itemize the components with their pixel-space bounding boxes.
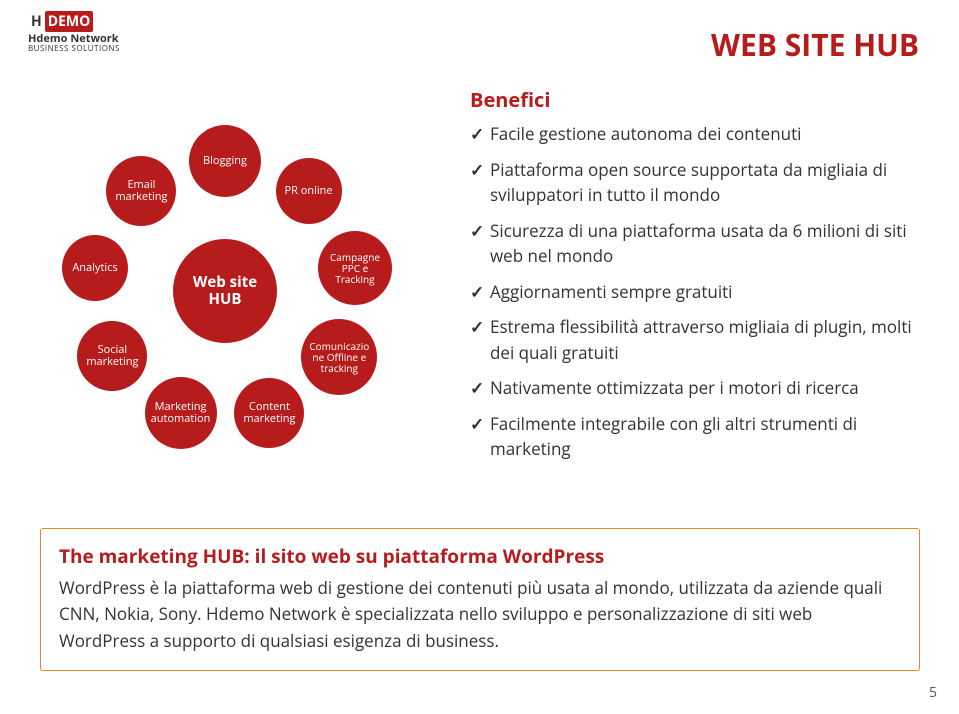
benefits-list: Facile gestione autonoma dei contenuti Pi… — [470, 121, 920, 462]
logo-prefix: H — [28, 11, 45, 32]
logo-line3: BUSINESS SOLUTIONS — [28, 45, 120, 54]
benefit-item: Estrema flessibilità attraverso migliaia… — [470, 314, 920, 365]
hub-center: Web siteHUB — [173, 239, 277, 343]
satellite-node: Marketingautomation — [145, 377, 217, 449]
benefits-section: Benefici Facile gestione autonoma dei co… — [470, 86, 920, 472]
satellite-node: Blogging — [189, 125, 261, 197]
logo-box: DEMO — [45, 11, 94, 32]
callout-body: WordPress è la piattaforma web di gestio… — [59, 575, 901, 654]
logo: HDEMO Hdemo Network BUSINESS SOLUTIONS — [28, 14, 120, 54]
satellite-node: Emailmarketing — [106, 156, 176, 226]
satellite-node: Socialmarketing — [77, 321, 147, 391]
page-title: WEB SITE HUB — [711, 24, 919, 65]
benefit-item: Sicurezza di una piattaforma usata da 6 … — [470, 218, 920, 269]
logo-line1: HDEMO — [28, 14, 120, 29]
callout-heading: The marketing HUB: il sito web su piatta… — [59, 543, 901, 569]
benefits-heading: Benefici — [470, 86, 920, 113]
satellite-node: CampagnePPC eTracking — [318, 231, 392, 305]
benefit-item: Facilmente integrabile con gli altri str… — [470, 411, 920, 462]
benefit-item: Aggiornamenti sempre gratuiti — [470, 279, 920, 305]
satellite-node: PR online — [276, 158, 342, 224]
callout-box: The marketing HUB: il sito web su piatta… — [40, 528, 920, 671]
benefit-item: Facile gestione autonoma dei contenuti — [470, 121, 920, 147]
benefit-item: Nativamente ottimizzata per i motori di … — [470, 375, 920, 401]
hub-line2: HUB — [209, 289, 242, 309]
hub-diagram: Web siteHUB BloggingPR online CampagnePPC … — [20, 86, 430, 496]
satellite-node: Analytics — [62, 235, 128, 301]
benefit-item: Piattaforma open source supportata da mi… — [470, 157, 920, 208]
satellite-node: Comunicazione Offline etracking — [301, 319, 377, 395]
satellite-node: Contentmarketing — [234, 378, 304, 448]
page-number: 5 — [929, 683, 937, 702]
